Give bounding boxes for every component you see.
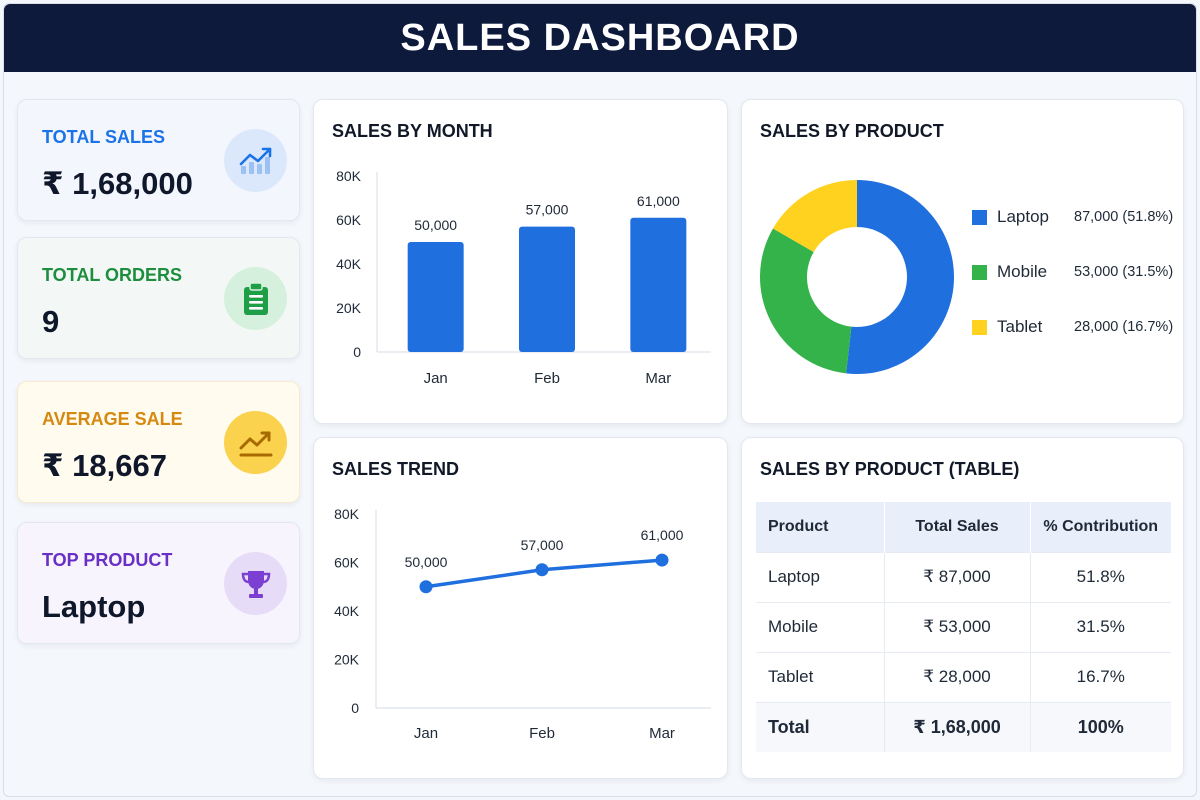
panel-sales-by-month: SALES BY MONTH 0 20K 40K 60K 80K 50,000 Jan 57,… — [313, 99, 728, 424]
bar — [407, 242, 464, 352]
kpi-label: TOTAL SALES — [42, 127, 166, 147]
legend-swatch — [972, 264, 987, 280]
table-cell: 16.7% — [1030, 651, 1171, 702]
donut-chart — [760, 180, 955, 375]
y-tick-label: 40K — [336, 256, 362, 272]
legend-item-mobile: Mobile 53,000 (31.5%) — [972, 261, 1187, 283]
legend-item-laptop: Laptop 87,000 (51.8%) — [972, 206, 1187, 228]
kpi-value: 9 — [42, 304, 60, 339]
table-cell: Tablet — [756, 651, 885, 702]
table-cell: ₹ 53,000 — [884, 601, 1031, 652]
legend-value: 28,000 (16.7%) — [1074, 319, 1174, 335]
kpi-card-top-product: TOP PRODUCT Laptop — [17, 522, 300, 644]
y-tick-label: 20K — [334, 652, 360, 668]
legend-name: Tablet — [997, 317, 1043, 336]
y-tick-label: 0 — [351, 700, 359, 716]
column-header: Product — [756, 502, 885, 552]
table-cell: ₹ 28,000 — [884, 651, 1031, 702]
table-header-row: Product Total Sales % Contribution — [756, 502, 1171, 552]
data-label: 61,000 — [641, 527, 684, 543]
x-tick-label: Feb — [534, 370, 560, 387]
table-cell: 51.8% — [1030, 551, 1171, 602]
kpi-label: AVERAGE SALE — [42, 409, 183, 429]
panel-sales-trend: SALES TREND 0 20K 40K 60K 80K 50,000 Jan 57,000… — [313, 437, 728, 779]
x-tick-label: Mar — [645, 370, 671, 387]
data-point — [535, 563, 549, 577]
x-tick-label: Jan — [424, 370, 448, 387]
legend-item-tablet: Tablet 28,000 (16.7%) — [972, 316, 1187, 338]
legend-value: 53,000 (31.5%) — [1074, 264, 1174, 280]
bar — [630, 217, 687, 352]
legend-name: Mobile — [997, 262, 1048, 281]
kpi-card-total-sales: TOTAL SALES ₹ 1,68,000 — [17, 99, 300, 221]
clipboard-icon — [224, 267, 287, 330]
y-tick-label: 40K — [334, 603, 360, 619]
y-tick-label: 60K — [336, 212, 362, 228]
panel-sales-table: SALES BY PRODUCT (TABLE) Product Total S… — [741, 437, 1184, 779]
table-row: Laptop ₹ 87,000 51.8% — [756, 551, 1171, 602]
trend-up-icon — [224, 411, 287, 474]
data-point — [655, 553, 669, 567]
donut-slice-tablet — [772, 180, 857, 252]
table-row: Tablet ₹ 28,000 16.7% — [756, 651, 1171, 702]
page-title: SALES DASHBOARD — [400, 16, 800, 59]
kpi-label: TOTAL ORDERS — [42, 265, 183, 285]
column-header: % Contribution — [1030, 502, 1171, 552]
trend-up-chart-icon — [224, 129, 287, 192]
data-label: 61,000 — [637, 193, 680, 209]
y-tick-label: 80K — [336, 168, 362, 184]
y-tick-label: 60K — [334, 555, 360, 571]
donut-slice-mobile — [760, 228, 852, 374]
legend-swatch — [972, 319, 987, 335]
data-point — [419, 580, 433, 594]
column-header: Total Sales — [884, 502, 1031, 552]
table-cell: ₹ 87,000 — [884, 551, 1031, 602]
table-row: Mobile ₹ 53,000 31.5% — [756, 601, 1171, 652]
bar — [519, 226, 575, 352]
y-tick-label: 0 — [353, 344, 361, 360]
table-total-row: Total ₹ 1,68,000 100% — [756, 701, 1171, 752]
line-chart: 0 20K 40K 60K 80K 50,000 Jan 57,000 Feb 61,000 Mar — [334, 506, 711, 742]
kpi-card-total-orders: TOTAL ORDERS 9 — [17, 237, 300, 359]
kpi-label: TOP PRODUCT — [42, 550, 173, 570]
sales-table: Product Total Sales % Contribution Lapto… — [756, 502, 1171, 752]
kpi-card-average-sale: AVERAGE SALE ₹ 18,667 — [17, 381, 300, 503]
donut-slice-laptop — [846, 180, 955, 375]
kpi-value: ₹ 1,68,000 — [42, 166, 193, 201]
dashboard-header: SALES DASHBOARD — [4, 4, 1196, 72]
legend-value: 87,000 (51.8%) — [1074, 209, 1174, 225]
panel-title: SALES TREND — [332, 459, 460, 479]
data-label: 57,000 — [526, 202, 569, 218]
kpi-value: ₹ 18,667 — [42, 448, 167, 483]
panel-title: SALES BY PRODUCT — [760, 121, 944, 141]
table-cell: 100% — [1030, 701, 1171, 752]
bar-chart: 0 20K 40K 60K 80K 50,000 Jan 57,000 Feb 61,000 Mar — [336, 168, 711, 387]
data-label: 57,000 — [521, 537, 564, 553]
legend-name: Laptop — [997, 207, 1049, 226]
legend-swatch — [972, 209, 987, 225]
panel-sales-by-product: SALES BY PRODUCT Laptop 87,000 (51.8%) M… — [741, 99, 1184, 424]
data-label: 50,000 — [405, 554, 448, 570]
table-cell: ₹ 1,68,000 — [884, 701, 1031, 752]
x-tick-label: Mar — [649, 725, 675, 742]
x-tick-label: Jan — [414, 725, 438, 742]
table-cell: Laptop — [756, 551, 885, 602]
table-cell: 31.5% — [1030, 601, 1171, 652]
y-tick-label: 20K — [336, 300, 362, 316]
kpi-value: Laptop — [42, 589, 146, 624]
table-cell: Mobile — [756, 601, 885, 652]
x-tick-label: Feb — [529, 725, 555, 742]
table-cell: Total — [756, 701, 885, 752]
panel-title: SALES BY PRODUCT (TABLE) — [760, 459, 1020, 479]
data-label: 50,000 — [414, 217, 457, 233]
y-tick-label: 80K — [334, 506, 360, 522]
panel-title: SALES BY MONTH — [332, 121, 493, 141]
trophy-icon — [224, 552, 287, 615]
